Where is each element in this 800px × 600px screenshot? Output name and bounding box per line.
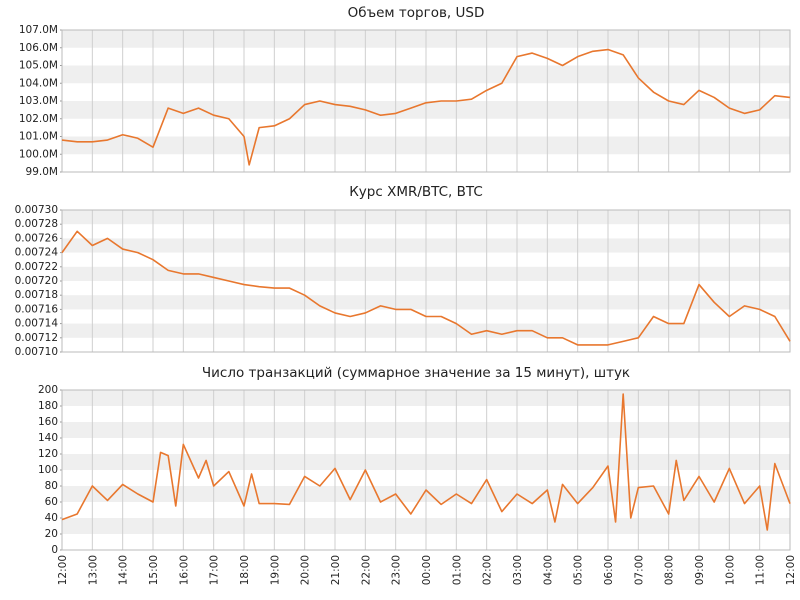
y-tick-label: 60 <box>45 496 58 508</box>
x-tick-label: 07:00 <box>633 555 645 585</box>
x-tick-label: 12:00 <box>785 555 797 585</box>
y-tick-label: 0.00722 <box>15 261 58 273</box>
y-tick-label: 0.00724 <box>15 247 59 259</box>
x-tick-label: 06:00 <box>603 555 615 585</box>
y-tick-label: 0.00714 <box>15 318 59 330</box>
y-tick-label: 40 <box>45 512 58 524</box>
x-tick-label: 20:00 <box>300 555 312 585</box>
x-tick-label: 09:00 <box>694 555 706 585</box>
y-tick-label: 0.00716 <box>15 303 59 315</box>
x-tick-label: 17:00 <box>209 555 221 585</box>
x-tick-label: 11:00 <box>755 555 767 585</box>
chart-title: Число транзакций (суммарное значение за … <box>202 365 630 381</box>
x-tick-label: 22:00 <box>360 555 372 585</box>
x-tick-label: 00:00 <box>421 555 433 585</box>
x-tick-label: 05:00 <box>573 555 585 585</box>
data-line <box>61 48 791 166</box>
y-tick-label: 103.0M <box>19 95 58 107</box>
chart-panel: Число транзакций (суммарное значение за … <box>38 365 797 585</box>
chart-title: Курс XMR/BTC, BTC <box>349 184 483 200</box>
x-tick-label: 13:00 <box>87 555 99 585</box>
y-tick-label: 106.0M <box>19 42 58 54</box>
x-tick-label: 19:00 <box>269 555 281 585</box>
data-line <box>61 393 791 531</box>
y-tick-label: 180 <box>38 400 58 412</box>
y-tick-label: 101.0M <box>19 131 58 143</box>
y-tick-label: 107.0M <box>19 24 58 36</box>
y-tick-label: 140 <box>38 432 58 444</box>
x-tick-label: 03:00 <box>512 555 524 585</box>
y-tick-label: 200 <box>38 384 58 396</box>
x-tick-label: 12:00 <box>57 555 69 585</box>
plot-frame <box>61 209 791 353</box>
chart-panel: Курс XMR/BTC, BTC 0.00710 0.00712 0.00714 0.… <box>15 184 791 358</box>
x-tick-label: 23:00 <box>391 555 403 585</box>
y-tick-label: 20 <box>45 528 58 540</box>
y-tick-label: 0.00720 <box>15 275 58 287</box>
plot-frame <box>61 29 791 173</box>
x-tick-label: 01:00 <box>451 555 463 585</box>
chart-title: Объем торгов, USD <box>348 5 485 21</box>
x-tick-label: 04:00 <box>542 555 554 585</box>
y-tick-label: 102.0M <box>19 113 58 125</box>
y-tick-label: 104.0M <box>19 77 58 89</box>
y-tick-label: 100.0M <box>19 148 58 160</box>
x-tick-label: 02:00 <box>482 555 494 585</box>
y-tick-label: 0.00710 <box>15 346 58 358</box>
x-tick-label: 16:00 <box>178 555 190 585</box>
y-tick-label: 0.00726 <box>15 232 59 244</box>
x-tick-label: 21:00 <box>330 555 342 585</box>
chart-panel: Объем торгов, USD 99.0M 100.0M 101.0M 102.0M… <box>19 5 791 178</box>
x-tick-label: 08:00 <box>664 555 676 585</box>
data-line <box>61 230 791 346</box>
y-tick-label: 0 <box>51 544 58 556</box>
x-tick-label: 10:00 <box>724 555 736 585</box>
x-tick-label: 18:00 <box>239 555 251 585</box>
y-tick-label: 99.0M <box>26 166 58 178</box>
y-tick-label: 80 <box>45 480 58 492</box>
y-tick-label: 160 <box>38 416 58 428</box>
y-tick-label: 120 <box>38 448 58 460</box>
y-tick-label: 0.00728 <box>15 218 58 230</box>
y-tick-label: 0.00712 <box>15 332 58 344</box>
y-tick-label: 100 <box>38 464 58 476</box>
x-tick-label: 14:00 <box>118 555 130 585</box>
y-tick-label: 0.00730 <box>15 204 58 216</box>
x-tick-label: 15:00 <box>148 555 160 585</box>
y-tick-label: 0.00718 <box>15 289 58 301</box>
y-tick-label: 105.0M <box>19 60 58 72</box>
plot-frame <box>61 389 791 551</box>
